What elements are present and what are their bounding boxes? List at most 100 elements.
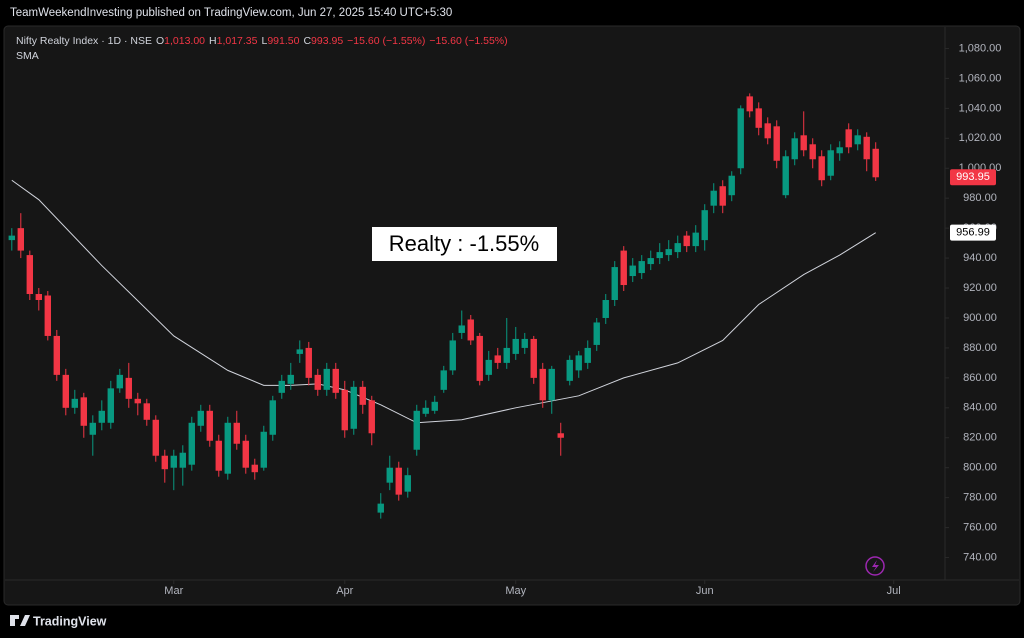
candle-body (827, 150, 834, 176)
y-tick-label: 740.00 (963, 551, 997, 563)
y-tick-label: 1,040.00 (959, 102, 1002, 114)
change: −15.60 (−1.55%) (347, 35, 425, 47)
ohlc-value: 1,013.00 (164, 35, 205, 47)
candle-body (854, 135, 861, 145)
y-tick-label: 880.00 (963, 342, 997, 354)
candle-body (323, 368, 330, 390)
candle-body (116, 374, 123, 389)
candle-body (710, 190, 717, 206)
candle-body (557, 433, 564, 438)
x-tick-label: Jun (696, 585, 714, 597)
candle-body (755, 108, 762, 128)
candle-body (242, 440, 249, 468)
candle-body (215, 440, 222, 471)
chart-panel (3, 25, 1021, 606)
candle-body (350, 386, 357, 429)
candle-body (170, 455, 177, 468)
candle-body (296, 349, 303, 354)
candle-body (161, 455, 168, 470)
ohlc-value: 993.95 (311, 35, 343, 47)
ohlc-label: O (156, 35, 164, 47)
candle-body (836, 147, 843, 154)
y-tick-label: 860.00 (963, 372, 997, 384)
legend: Nifty Realty Index · 1D · NSE O1,013.00 H1… (16, 35, 508, 47)
ohlc-label: H (209, 35, 217, 47)
candle-body (8, 235, 15, 241)
ohlc-label: C (303, 35, 311, 47)
candle-body (656, 252, 663, 259)
candle-body (17, 228, 24, 251)
candle-body (62, 374, 69, 408)
candle-body (530, 338, 537, 378)
alert-icon[interactable] (865, 556, 885, 576)
symbol: Nifty Realty Index · 1D · NSE (16, 35, 152, 47)
alert-bolt (872, 560, 879, 572)
y-tick-label: 840.00 (963, 402, 997, 414)
candle-body (386, 467, 393, 483)
y-tick-label: 1,080.00 (959, 42, 1002, 54)
candle-body (737, 108, 744, 169)
candle-body (107, 388, 114, 423)
candle-body (593, 322, 600, 345)
x-tick-label: Jul (887, 585, 901, 597)
candle-body (773, 126, 780, 161)
candle-body (80, 397, 87, 426)
candle-body (818, 156, 825, 181)
candle-body (278, 380, 285, 393)
candle-body (269, 400, 276, 435)
candle-body (197, 410, 204, 426)
change: −15.60 (−1.55%) (429, 35, 507, 47)
candle-body (692, 232, 699, 247)
candle-body (53, 335, 60, 375)
candle-body (449, 340, 456, 371)
candle-body (332, 368, 339, 393)
publish-info: TeamWeekendInvesting published on Tradin… (10, 7, 452, 19)
x-tick-label: Mar (164, 585, 183, 597)
plot: 740.00 760.00 780.00 800.00 820.00 840.00 860.… (8, 42, 1002, 597)
candle-body (413, 410, 420, 450)
candle-body (404, 475, 411, 492)
candle-body (143, 403, 150, 420)
candle-body (152, 419, 159, 456)
candle-body (728, 175, 735, 196)
candle-body (665, 249, 672, 256)
indicator-name: SMA (16, 50, 39, 62)
candle-body (431, 401, 438, 411)
candle-body (809, 144, 816, 160)
candle-body (35, 294, 42, 301)
candle-body (638, 261, 645, 274)
candle-body (674, 243, 681, 253)
candle-body (422, 407, 429, 414)
candle-body (512, 338, 519, 354)
y-tick-label: 820.00 (963, 432, 997, 444)
candle-body (683, 235, 690, 247)
candle-body (287, 374, 294, 384)
x-tick-label: May (505, 585, 526, 597)
candle-body (647, 258, 654, 265)
y-tick-label: 760.00 (963, 522, 997, 534)
candle-body (548, 368, 555, 401)
candle-body (539, 368, 546, 401)
candle-body (575, 355, 582, 371)
y-tick-label: 800.00 (963, 462, 997, 474)
candle-body (188, 422, 195, 465)
candle-body (467, 319, 474, 341)
candle-body (179, 452, 186, 468)
candle-body (494, 355, 501, 363)
candle-body (314, 374, 321, 390)
candle-body (305, 347, 312, 378)
candle-body (89, 422, 96, 435)
candle-body (782, 156, 789, 196)
y-tick-label: 920.00 (963, 282, 997, 294)
tv-logo (10, 615, 30, 626)
candle-body (26, 255, 33, 295)
annotation: Realty : -1.55% (389, 231, 539, 256)
candle-body (125, 377, 132, 399)
candle-body (476, 335, 483, 381)
candle-body (872, 148, 879, 178)
y-tick-label: 980.00 (963, 192, 997, 204)
y-tick-label: 940.00 (963, 252, 997, 264)
candle-body (251, 464, 258, 473)
